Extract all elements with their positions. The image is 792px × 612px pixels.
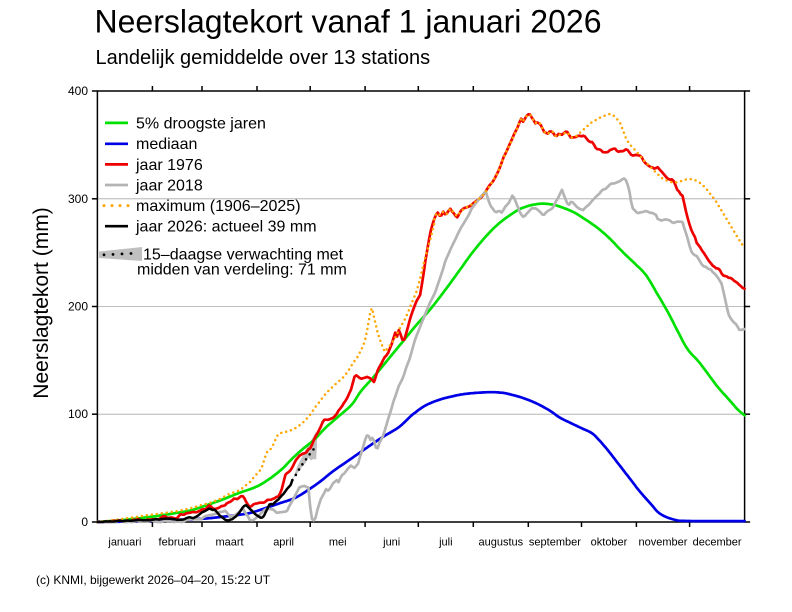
- svg-text:jaar 1976: jaar 1976: [135, 157, 203, 174]
- svg-text:februari: februari: [159, 537, 196, 549]
- svg-text:15–daagse verwachting met: 15–daagse verwachting met: [143, 246, 344, 263]
- svg-text:300: 300: [68, 192, 88, 206]
- svg-text:maart: maart: [215, 537, 243, 549]
- svg-text:5% droogste jaren: 5% droogste jaren: [136, 115, 266, 132]
- svg-text:mediaan: mediaan: [136, 136, 197, 153]
- svg-text:Neerslagtekort vanaf 1 januari: Neerslagtekort vanaf 1 januari 2026: [95, 4, 602, 40]
- svg-text:0: 0: [81, 515, 88, 529]
- svg-text:jaar 2018: jaar 2018: [135, 177, 203, 194]
- svg-text:januari: januari: [107, 537, 141, 549]
- svg-text:(c) KNMI, bijgewerkt 2026–04–2: (c) KNMI, bijgewerkt 2026–04–20, 15:22 U…: [36, 573, 271, 587]
- svg-text:mei: mei: [329, 537, 347, 549]
- svg-text:april: april: [273, 537, 294, 549]
- svg-text:midden van verdeling: 71 mm: midden van verdeling: 71 mm: [137, 262, 347, 279]
- svg-text:jaar 2026: actueel 39 mm: jaar 2026: actueel 39 mm: [135, 219, 317, 236]
- svg-text:augustus: augustus: [478, 537, 523, 549]
- svg-text:juni: juni: [382, 537, 400, 549]
- svg-text:december: december: [693, 537, 742, 549]
- svg-text:maximum (1906–2025): maximum (1906–2025): [136, 198, 301, 215]
- svg-text:Neerslagtekort (mm): Neerslagtekort (mm): [30, 207, 53, 398]
- svg-text:200: 200: [68, 300, 88, 314]
- svg-text:Landelijk gemiddelde over 13 s: Landelijk gemiddelde over 13 stations: [96, 47, 431, 69]
- svg-text:november: november: [639, 537, 688, 549]
- svg-text:400: 400: [68, 84, 88, 98]
- svg-text:juli: juli: [438, 537, 452, 549]
- svg-text:september: september: [529, 537, 581, 549]
- svg-text:100: 100: [68, 407, 88, 421]
- svg-text:oktober: oktober: [591, 537, 628, 549]
